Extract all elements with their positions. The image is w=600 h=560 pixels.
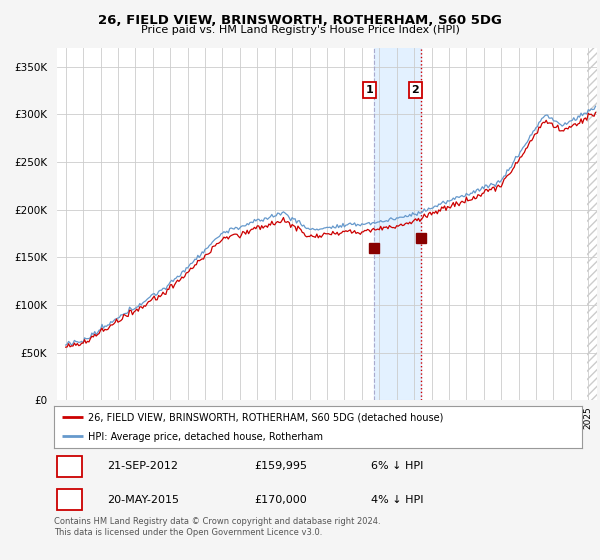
Text: 4% ↓ HPI: 4% ↓ HPI	[371, 495, 424, 505]
Text: £170,000: £170,000	[254, 495, 307, 505]
Text: Contains HM Land Registry data © Crown copyright and database right 2024.
This d: Contains HM Land Registry data © Crown c…	[54, 517, 380, 537]
Bar	[587, 48, 597, 400]
Text: £159,995: £159,995	[254, 461, 308, 471]
Text: 2: 2	[65, 495, 73, 505]
Text: 6% ↓ HPI: 6% ↓ HPI	[371, 461, 423, 471]
Text: 26, FIELD VIEW, BRINSWORTH, ROTHERHAM, S60 5DG (detached house): 26, FIELD VIEW, BRINSWORTH, ROTHERHAM, S…	[88, 412, 443, 422]
FancyBboxPatch shape	[56, 456, 82, 477]
Text: 1: 1	[365, 85, 373, 95]
Bar	[374, 48, 421, 400]
Text: Price paid vs. HM Land Registry's House Price Index (HPI): Price paid vs. HM Land Registry's House …	[140, 25, 460, 35]
Text: 2: 2	[412, 85, 419, 95]
FancyBboxPatch shape	[56, 489, 82, 510]
Text: 26, FIELD VIEW, BRINSWORTH, ROTHERHAM, S60 5DG: 26, FIELD VIEW, BRINSWORTH, ROTHERHAM, S…	[98, 14, 502, 27]
Text: 21-SEP-2012: 21-SEP-2012	[107, 461, 178, 471]
Text: 1: 1	[65, 461, 73, 471]
Text: HPI: Average price, detached house, Rotherham: HPI: Average price, detached house, Roth…	[88, 432, 323, 442]
Text: 20-MAY-2015: 20-MAY-2015	[107, 495, 179, 505]
